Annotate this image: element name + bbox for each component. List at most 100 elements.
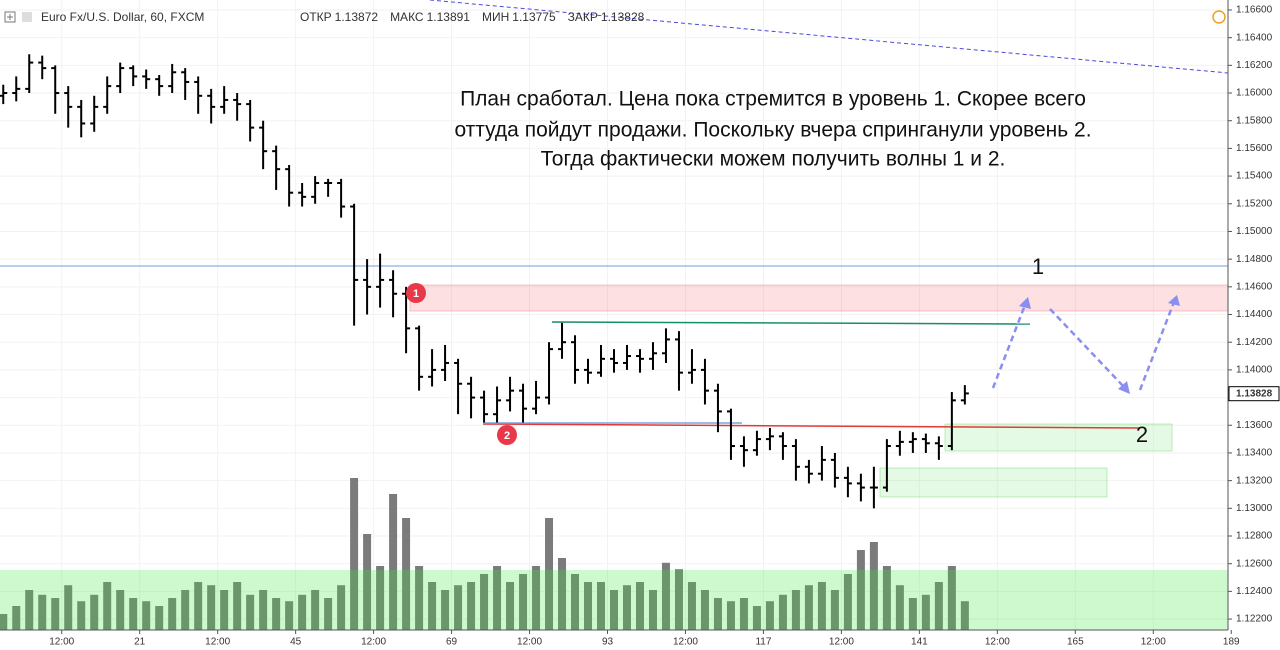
volume-bar (428, 582, 437, 630)
volume-bar (869, 542, 878, 630)
icon[interactable] (22, 12, 32, 22)
volume-bar (116, 590, 125, 630)
volume-bar (687, 582, 696, 630)
last-price-label: 1.13828 (1236, 388, 1273, 399)
volume-bar (830, 590, 839, 630)
price-axis (1228, 0, 1280, 650)
x-tick-label: 12:00 (205, 637, 230, 648)
y-tick-label: 1.13200 (1236, 475, 1273, 486)
legend-value: 1.13891 (427, 10, 471, 24)
volume-bar (739, 598, 748, 630)
y-tick-label: 1.13600 (1236, 420, 1273, 431)
volume-bar (415, 566, 424, 630)
arrow-head (1118, 381, 1130, 394)
x-tick-label: 12:00 (49, 637, 74, 648)
volume-bar (934, 582, 943, 630)
volume-bar (804, 585, 813, 630)
x-tick-label: 12:00 (1141, 637, 1166, 648)
volume-bar (25, 590, 34, 630)
volume-bar (51, 598, 60, 630)
arrow (1049, 308, 1126, 389)
legend-label: ОТКР (300, 10, 332, 24)
legend-value: 1.13775 (512, 10, 556, 24)
resistance-zone (409, 284, 1229, 312)
volume-bar (635, 582, 644, 630)
volume-bar (285, 601, 294, 630)
y-tick-label: 1.14200 (1236, 337, 1273, 348)
volume-bar (700, 590, 709, 630)
symbol-title[interactable]: Euro Fx/U.S. Dollar, 60, FXCM (41, 10, 204, 24)
x-tick-label: 141 (911, 637, 928, 648)
marker (406, 283, 426, 303)
volume-bar (311, 590, 320, 630)
arrow-head (1019, 297, 1031, 309)
arrow (991, 304, 1027, 389)
support-zone (879, 467, 1108, 498)
volume-bar (506, 582, 515, 630)
y-tick-label: 1.14800 (1236, 254, 1273, 265)
volume-bar (480, 574, 489, 630)
volume-bar (467, 582, 476, 630)
legend-value: 1.13872 (335, 10, 379, 24)
volume-bar (778, 594, 787, 630)
level-line (551, 321, 1031, 325)
trend-line (429, 0, 1229, 74)
volume-bar (402, 518, 411, 630)
volume-bar (765, 601, 774, 630)
level-label: 1 (1032, 254, 1044, 279)
volume-bar (220, 590, 229, 630)
y-tick-label: 1.16200 (1236, 60, 1273, 71)
volume-bar (103, 582, 112, 630)
volume-bar (674, 569, 683, 630)
volume-bar (713, 598, 722, 630)
volume-bar (856, 550, 865, 630)
volume-bar (947, 566, 956, 630)
volume-bar (648, 590, 657, 630)
volume-bar (0, 614, 8, 630)
y-tick-label: 1.16600 (1236, 5, 1273, 16)
forecast-arrows (991, 301, 1176, 391)
volume-bar (908, 598, 917, 630)
y-tick-label: 1.12600 (1236, 558, 1273, 569)
y-tick-label: 1.13400 (1236, 448, 1273, 459)
volume-bar (155, 606, 164, 630)
level-label: 2 (1136, 422, 1148, 447)
volume-bar (817, 582, 826, 630)
y-tick-label: 1.14000 (1236, 365, 1273, 376)
x-axis: 12:00 21 12:00 45 12:00 69 12:00 93 12:00 117 12:0… (49, 630, 1240, 648)
volume-bar (64, 585, 73, 630)
marker-label: 2 (504, 430, 510, 442)
alert-icon[interactable] (1212, 10, 1226, 24)
level-line (482, 423, 1141, 429)
y-tick-label: 1.16400 (1236, 32, 1273, 43)
volume-bar (363, 534, 372, 630)
y-tick-label: 1.15400 (1236, 171, 1273, 182)
x-tick-label: 69 (446, 637, 458, 648)
x-tick-label: 21 (134, 637, 146, 648)
x-tick-label: 93 (602, 637, 614, 648)
volume-bar (350, 478, 359, 630)
marker-label: 1 (413, 288, 419, 300)
y-axis: 1.12200 1.12400 1.12600 1.12800 1.13000 1.132… (1228, 5, 1280, 625)
icon[interactable] (4, 11, 16, 23)
volume-bar (545, 518, 554, 630)
y-tick-label: 1.14400 (1236, 309, 1273, 320)
volume-bar (661, 562, 670, 630)
volume-bar (38, 594, 47, 630)
y-tick-label: 1.13000 (1236, 503, 1273, 514)
x-tick-label: 117 (755, 637, 771, 648)
x-tick-label: 12:00 (673, 637, 698, 648)
ohlc-legend: ОТКР 1.13872 МАКС 1.13891 МИН 1.13775 ЗАКР 1.13… (300, 10, 645, 24)
x-tick-label: 45 (290, 637, 302, 648)
y-tick-label: 1.14600 (1236, 281, 1273, 292)
annotation: оттуда пойдут продажи. Поскольку вчера с… (454, 119, 1091, 142)
x-tick-label: 12:00 (361, 637, 386, 648)
volume-bar (454, 585, 463, 630)
y-tick-label: 1.12800 (1236, 531, 1273, 542)
volume-bar (376, 566, 385, 630)
x-tick-label: 189 (1223, 637, 1240, 648)
volume-bar (233, 582, 242, 630)
volume-zone (0, 570, 1228, 630)
marker (497, 425, 517, 445)
